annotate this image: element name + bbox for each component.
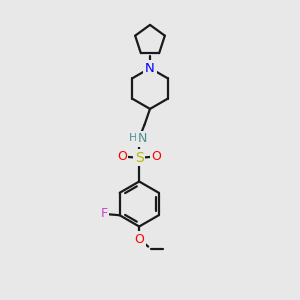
Text: O: O: [134, 232, 144, 246]
Text: S: S: [135, 151, 144, 164]
Text: N: N: [138, 132, 148, 146]
Text: O: O: [117, 150, 127, 164]
Text: O: O: [152, 150, 161, 164]
Text: F: F: [100, 207, 108, 220]
Text: H: H: [128, 133, 137, 143]
Text: N: N: [145, 61, 155, 75]
